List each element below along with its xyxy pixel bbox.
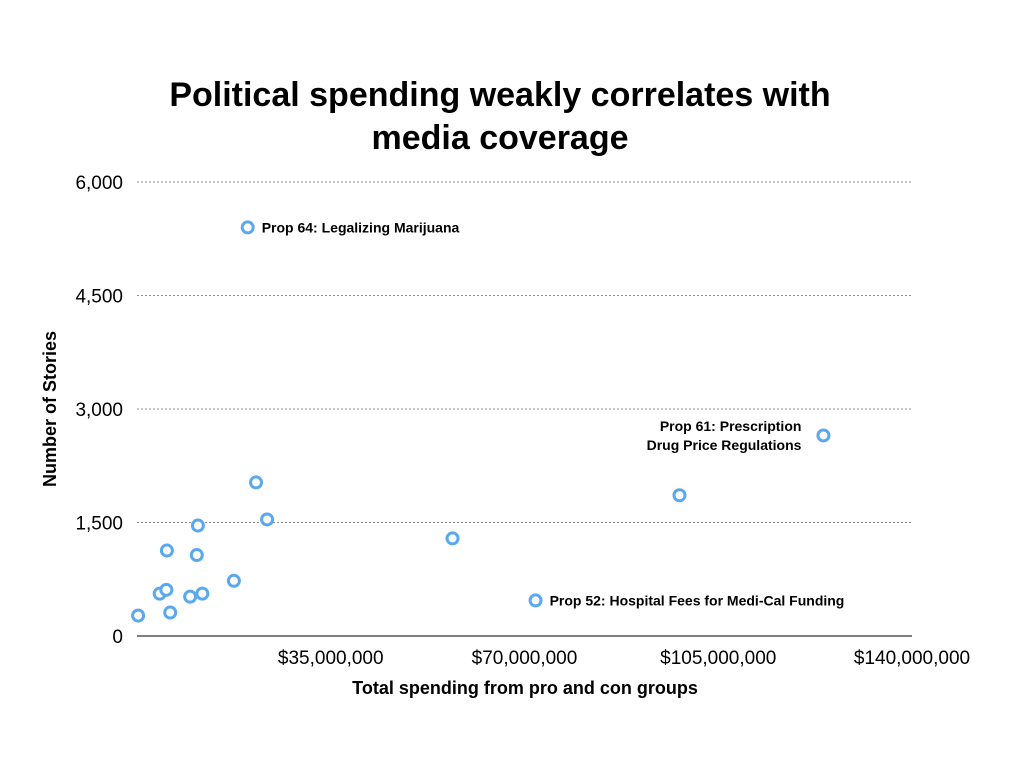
data-point bbox=[183, 589, 198, 604]
point-label: Prop 64: Legalizing Marijuana bbox=[262, 219, 460, 235]
x-tick-labels: $35,000,000 $70,000,000 $105,000,000 $140,0… bbox=[278, 648, 970, 669]
x-tick-label: $140,000,000 bbox=[854, 648, 970, 669]
data-point bbox=[163, 605, 178, 620]
y-axis-label: Number of Stories bbox=[40, 331, 60, 487]
data-point bbox=[528, 593, 543, 608]
data-points bbox=[131, 220, 831, 623]
data-point bbox=[195, 586, 210, 601]
point-label-line: Prop 61: Prescription bbox=[660, 418, 802, 434]
data-point bbox=[226, 573, 241, 588]
y-tick-label: 4,500 bbox=[75, 287, 123, 308]
point-label-line: Drug Price Regulations bbox=[647, 437, 802, 453]
y-tick-label: 0 bbox=[112, 627, 123, 648]
data-point bbox=[445, 531, 460, 546]
data-point bbox=[159, 582, 174, 597]
y-tick-label: 6,000 bbox=[75, 173, 123, 194]
data-point bbox=[240, 220, 255, 235]
y-tick-label: 3,000 bbox=[75, 400, 123, 421]
data-point bbox=[249, 475, 264, 490]
data-point bbox=[131, 608, 146, 623]
x-tick-label: $35,000,000 bbox=[278, 648, 384, 669]
data-point bbox=[190, 518, 205, 533]
x-axis-label: Total spending from pro and con groups bbox=[352, 678, 698, 698]
data-point bbox=[159, 543, 174, 558]
y-tick-labels: 0 1,500 3,000 4,500 6,000 bbox=[75, 173, 123, 648]
chart-title-line-2: media coverage bbox=[371, 119, 628, 157]
point-annotations: Prop 64: Legalizing Marijuana Prop 61: Pr… bbox=[262, 219, 845, 608]
x-tick-label: $70,000,000 bbox=[472, 648, 578, 669]
point-label: Prop 52: Hospital Fees for Medi-Cal Fund… bbox=[550, 592, 845, 608]
data-point bbox=[672, 488, 687, 503]
data-point bbox=[260, 512, 275, 527]
y-tick-label: 1,500 bbox=[75, 514, 123, 535]
chart-title-line-1: Political spending weakly correlates wit… bbox=[169, 76, 830, 114]
gridlines bbox=[137, 181, 912, 523]
x-tick-label: $105,000,000 bbox=[660, 648, 776, 669]
data-point bbox=[816, 428, 831, 443]
data-point bbox=[189, 548, 204, 563]
